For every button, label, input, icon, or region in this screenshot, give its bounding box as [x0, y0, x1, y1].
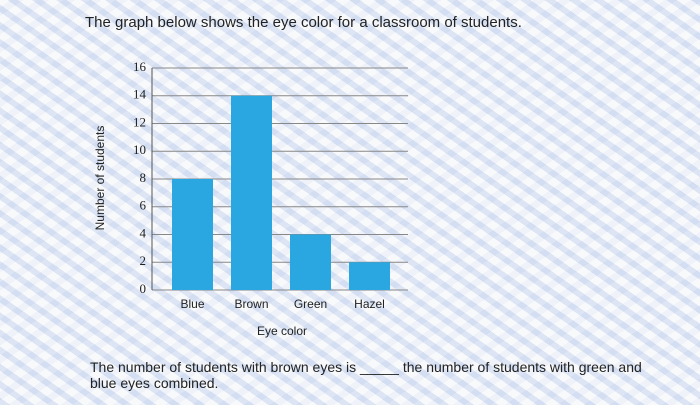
bar — [231, 95, 272, 290]
bar — [290, 234, 331, 290]
y-tick-label: 16 — [133, 59, 147, 74]
x-axis-title: Eye color — [257, 324, 307, 338]
y-tick-label: 4 — [140, 225, 147, 240]
y-axis-title: Number of students — [93, 126, 107, 231]
x-tick-label: Hazel — [354, 297, 385, 311]
y-tick-label: 6 — [140, 198, 147, 213]
question: The number of students with brown eyes i… — [90, 359, 642, 391]
heading: The graph below shows the eye color for … — [85, 14, 522, 31]
x-tick-label: Brown — [234, 297, 268, 311]
bar — [349, 262, 390, 290]
x-tick-label: Blue — [180, 297, 204, 311]
y-tick-label: 8 — [140, 170, 147, 185]
y-tick-label: 2 — [140, 253, 147, 268]
y-tick-label: 14 — [133, 87, 147, 102]
y-tick-label: 0 — [140, 281, 147, 296]
bar — [172, 179, 213, 290]
x-tick-label: Green — [294, 297, 327, 311]
y-tick-label: 10 — [133, 142, 146, 157]
y-tick-label: 12 — [133, 114, 146, 129]
